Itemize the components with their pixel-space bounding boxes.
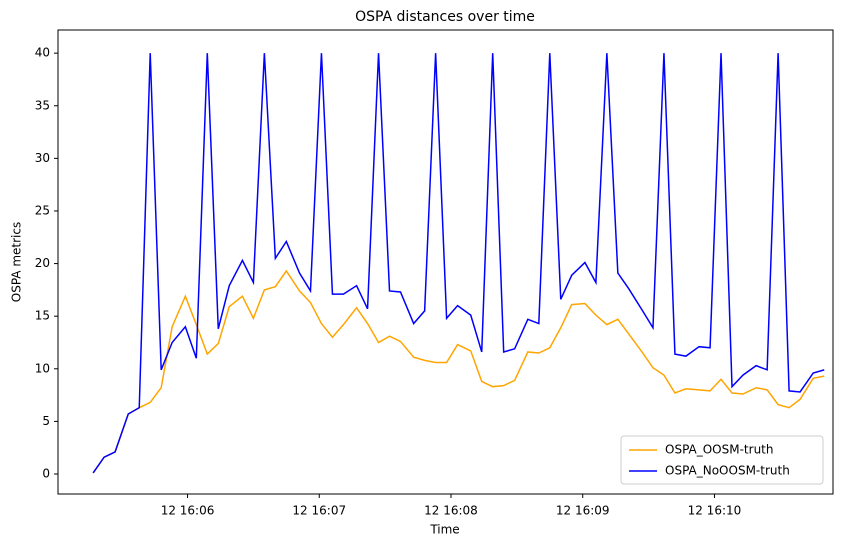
legend-box <box>620 435 824 485</box>
legend-label: OSPA_NoOOSM-truth <box>665 464 790 478</box>
y-tick-label: 15 <box>35 309 50 323</box>
y-tick-label: 30 <box>35 151 50 165</box>
y-tick-label: 25 <box>35 203 50 217</box>
y-axis-label: OSPA metrics <box>10 222 24 302</box>
legend-label: OSPA_OOSM-truth <box>665 443 774 457</box>
x-tick-label: 12 16:07 <box>292 504 346 518</box>
series-line <box>92 53 825 474</box>
y-tick-label: 10 <box>35 361 50 375</box>
y-tick-label: 0 <box>42 467 50 481</box>
y-tick-label: 20 <box>35 256 50 270</box>
chart-title: OSPA distances over time <box>355 9 535 25</box>
plot-frame <box>57 29 834 495</box>
x-tick-label: 12 16:10 <box>688 504 742 518</box>
y-tick-label: 40 <box>35 46 50 60</box>
x-tick-label: 12 16:09 <box>556 504 610 518</box>
x-tick-label: 12 16:06 <box>161 504 215 518</box>
x-tick-label: 12 16:08 <box>424 504 478 518</box>
series-line <box>92 269 825 474</box>
y-tick-label: 5 <box>42 414 50 428</box>
x-axis-label: Time <box>429 523 459 537</box>
y-tick-label: 35 <box>35 98 50 112</box>
